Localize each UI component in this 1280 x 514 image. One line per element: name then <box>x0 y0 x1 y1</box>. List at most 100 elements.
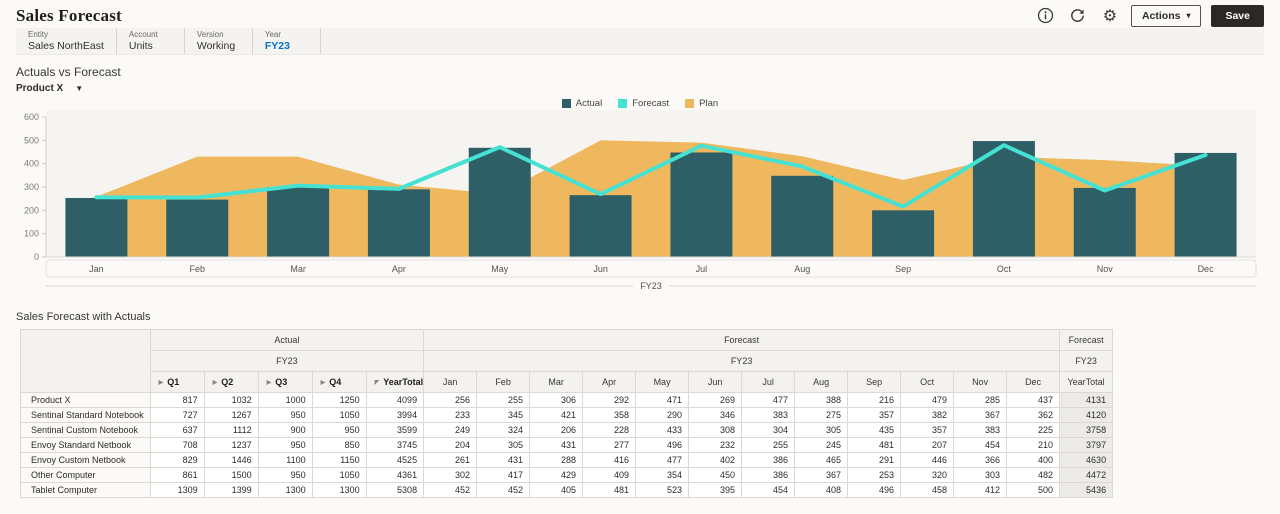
grid-cell-forecast[interactable]: 386 <box>741 452 796 468</box>
column-header-apr[interactable]: Apr <box>582 371 637 393</box>
grid-cell-actual[interactable]: 1032 <box>203 392 259 408</box>
actual-bar[interactable] <box>166 199 229 257</box>
forecast-line-series[interactable] <box>94 143 1208 209</box>
grid-cell-forecast[interactable]: 357 <box>900 422 955 438</box>
grid-cell-yeartotal[interactable]: 5436 <box>1059 482 1114 498</box>
actual-bar[interactable] <box>670 152 733 257</box>
grid-cell-forecast[interactable]: 245 <box>794 437 849 453</box>
grid-cell-forecast[interactable]: 308 <box>688 422 743 438</box>
grid-cell-actual[interactable]: 4525 <box>365 452 425 468</box>
grid-cell-actual[interactable]: 950 <box>257 467 313 483</box>
grid-cell-actual[interactable]: 1300 <box>257 482 313 498</box>
year-header[interactable]: FY23 <box>1059 350 1114 372</box>
column-header-q1[interactable]: ▶ Q1 <box>149 371 205 393</box>
grid-cell-yeartotal[interactable]: 3758 <box>1059 422 1114 438</box>
grid-cell-forecast[interactable]: 454 <box>741 482 796 498</box>
grid-cell-actual[interactable]: 5308 <box>365 482 425 498</box>
column-header-sep[interactable]: Sep <box>847 371 902 393</box>
grid-cell-forecast[interactable]: 386 <box>741 467 796 483</box>
pov-account[interactable]: Account Units <box>125 28 185 54</box>
member-selector-dropdown[interactable]: Product X ▼ <box>16 83 106 94</box>
grid-cell-forecast[interactable]: 362 <box>1006 407 1061 423</box>
grid-cell-forecast[interactable]: 255 <box>741 437 796 453</box>
grid-cell-actual[interactable]: 950 <box>257 437 313 453</box>
pov-year[interactable]: Year FY23 <box>261 28 321 54</box>
grid-cell-actual[interactable]: 1446 <box>203 452 259 468</box>
grid-cell-forecast[interactable]: 400 <box>1006 452 1061 468</box>
actual-bar[interactable] <box>972 141 1035 257</box>
legend-item-actual[interactable]: Actual <box>561 98 602 109</box>
grid-cell-actual[interactable]: 1237 <box>203 437 259 453</box>
grid-cell-forecast[interactable]: 454 <box>953 437 1008 453</box>
grid-cell-actual[interactable]: 3994 <box>365 407 425 423</box>
grid-cell-forecast[interactable]: 210 <box>1006 437 1061 453</box>
grid-cell-yeartotal[interactable]: 4131 <box>1059 392 1114 408</box>
save-button[interactable]: Save <box>1211 4 1264 27</box>
grid-cell-forecast[interactable]: 383 <box>741 407 796 423</box>
grid-cell-forecast[interactable]: 479 <box>900 392 955 408</box>
grid-cell-forecast[interactable]: 496 <box>635 437 690 453</box>
grid-cell-forecast[interactable]: 366 <box>953 452 1008 468</box>
grid-cell-forecast[interactable]: 357 <box>847 407 902 423</box>
info-icon[interactable] <box>1035 5 1057 27</box>
grid-cell-forecast[interactable]: 421 <box>529 407 584 423</box>
row-label[interactable]: Tablet Computer <box>20 482 151 498</box>
legend-item-forecast[interactable]: Forecast <box>618 98 669 109</box>
grid-cell-actual[interactable]: 1050 <box>311 407 367 423</box>
grid-cell-actual[interactable]: 1399 <box>203 482 259 498</box>
column-header-dec[interactable]: Dec <box>1006 371 1061 393</box>
column-group-forecast-total[interactable]: Forecast <box>1059 329 1114 351</box>
grid-cell-forecast[interactable]: 402 <box>688 452 743 468</box>
grid-cell-forecast[interactable]: 446 <box>900 452 955 468</box>
grid-cell-forecast[interactable]: 431 <box>476 452 531 468</box>
column-header-oct[interactable]: Oct <box>900 371 955 393</box>
grid-cell-forecast[interactable]: 471 <box>635 392 690 408</box>
grid-cell-forecast[interactable]: 233 <box>423 407 478 423</box>
grid-cell-forecast[interactable]: 249 <box>423 422 478 438</box>
grid-cell-actual[interactable]: 4099 <box>365 392 425 408</box>
grid-cell-yeartotal[interactable]: 4472 <box>1059 467 1114 483</box>
column-header-q2[interactable]: ▶ Q2 <box>203 371 259 393</box>
column-header-q3[interactable]: ▶ Q3 <box>257 371 313 393</box>
column-header-yeartotal[interactable]: ◤ YearTotal <box>365 371 425 393</box>
grid-cell-forecast[interactable]: 431 <box>529 437 584 453</box>
row-label[interactable]: Product X <box>20 392 151 408</box>
grid-cell-forecast[interactable]: 523 <box>635 482 690 498</box>
row-label[interactable]: Sentinal Standard Notebook <box>20 407 151 423</box>
grid-cell-actual[interactable]: 850 <box>311 437 367 453</box>
actual-bar[interactable] <box>771 175 834 257</box>
grid-cell-forecast[interactable]: 482 <box>1006 467 1061 483</box>
pov-version[interactable]: Version Working <box>193 28 253 54</box>
legend-item-plan[interactable]: Plan <box>685 98 718 109</box>
grid-cell-forecast[interactable]: 437 <box>1006 392 1061 408</box>
actual-bar[interactable] <box>872 210 935 257</box>
grid-cell-forecast[interactable]: 346 <box>688 407 743 423</box>
grid-cell-forecast[interactable]: 450 <box>688 467 743 483</box>
grid-cell-forecast[interactable]: 354 <box>635 467 690 483</box>
grid-cell-actual[interactable]: 708 <box>149 437 205 453</box>
grid-cell-forecast[interactable]: 388 <box>794 392 849 408</box>
grid-cell-actual[interactable]: 4361 <box>365 467 425 483</box>
grid-cell-forecast[interactable]: 302 <box>423 467 478 483</box>
grid-cell-actual[interactable]: 1309 <box>149 482 205 498</box>
grid-cell-forecast[interactable]: 232 <box>688 437 743 453</box>
grid-cell-actual[interactable]: 861 <box>149 467 205 483</box>
actual-bar[interactable] <box>367 189 430 257</box>
actual-bar[interactable] <box>267 187 330 257</box>
grid-cell-forecast[interactable]: 500 <box>1006 482 1061 498</box>
grid-cell-forecast[interactable]: 477 <box>635 452 690 468</box>
row-label[interactable]: Envoy Standard Netbook <box>20 437 151 453</box>
grid-cell-actual[interactable]: 829 <box>149 452 205 468</box>
grid-cell-forecast[interactable]: 277 <box>582 437 637 453</box>
grid-cell-forecast[interactable]: 458 <box>900 482 955 498</box>
settings-gear-icon[interactable]: ⚙ <box>1099 5 1121 27</box>
grid-cell-actual[interactable]: 1100 <box>257 452 313 468</box>
column-group-actual[interactable]: Actual <box>149 329 425 351</box>
actions-button[interactable]: Actions ▾ <box>1130 4 1202 27</box>
grid-cell-yeartotal[interactable]: 4120 <box>1059 407 1114 423</box>
grid-cell-actual[interactable]: 3745 <box>365 437 425 453</box>
grid-cell-forecast[interactable]: 204 <box>423 437 478 453</box>
grid-cell-forecast[interactable]: 477 <box>741 392 796 408</box>
column-header-jan[interactable]: Jan <box>423 371 478 393</box>
grid-cell-forecast[interactable]: 435 <box>847 422 902 438</box>
